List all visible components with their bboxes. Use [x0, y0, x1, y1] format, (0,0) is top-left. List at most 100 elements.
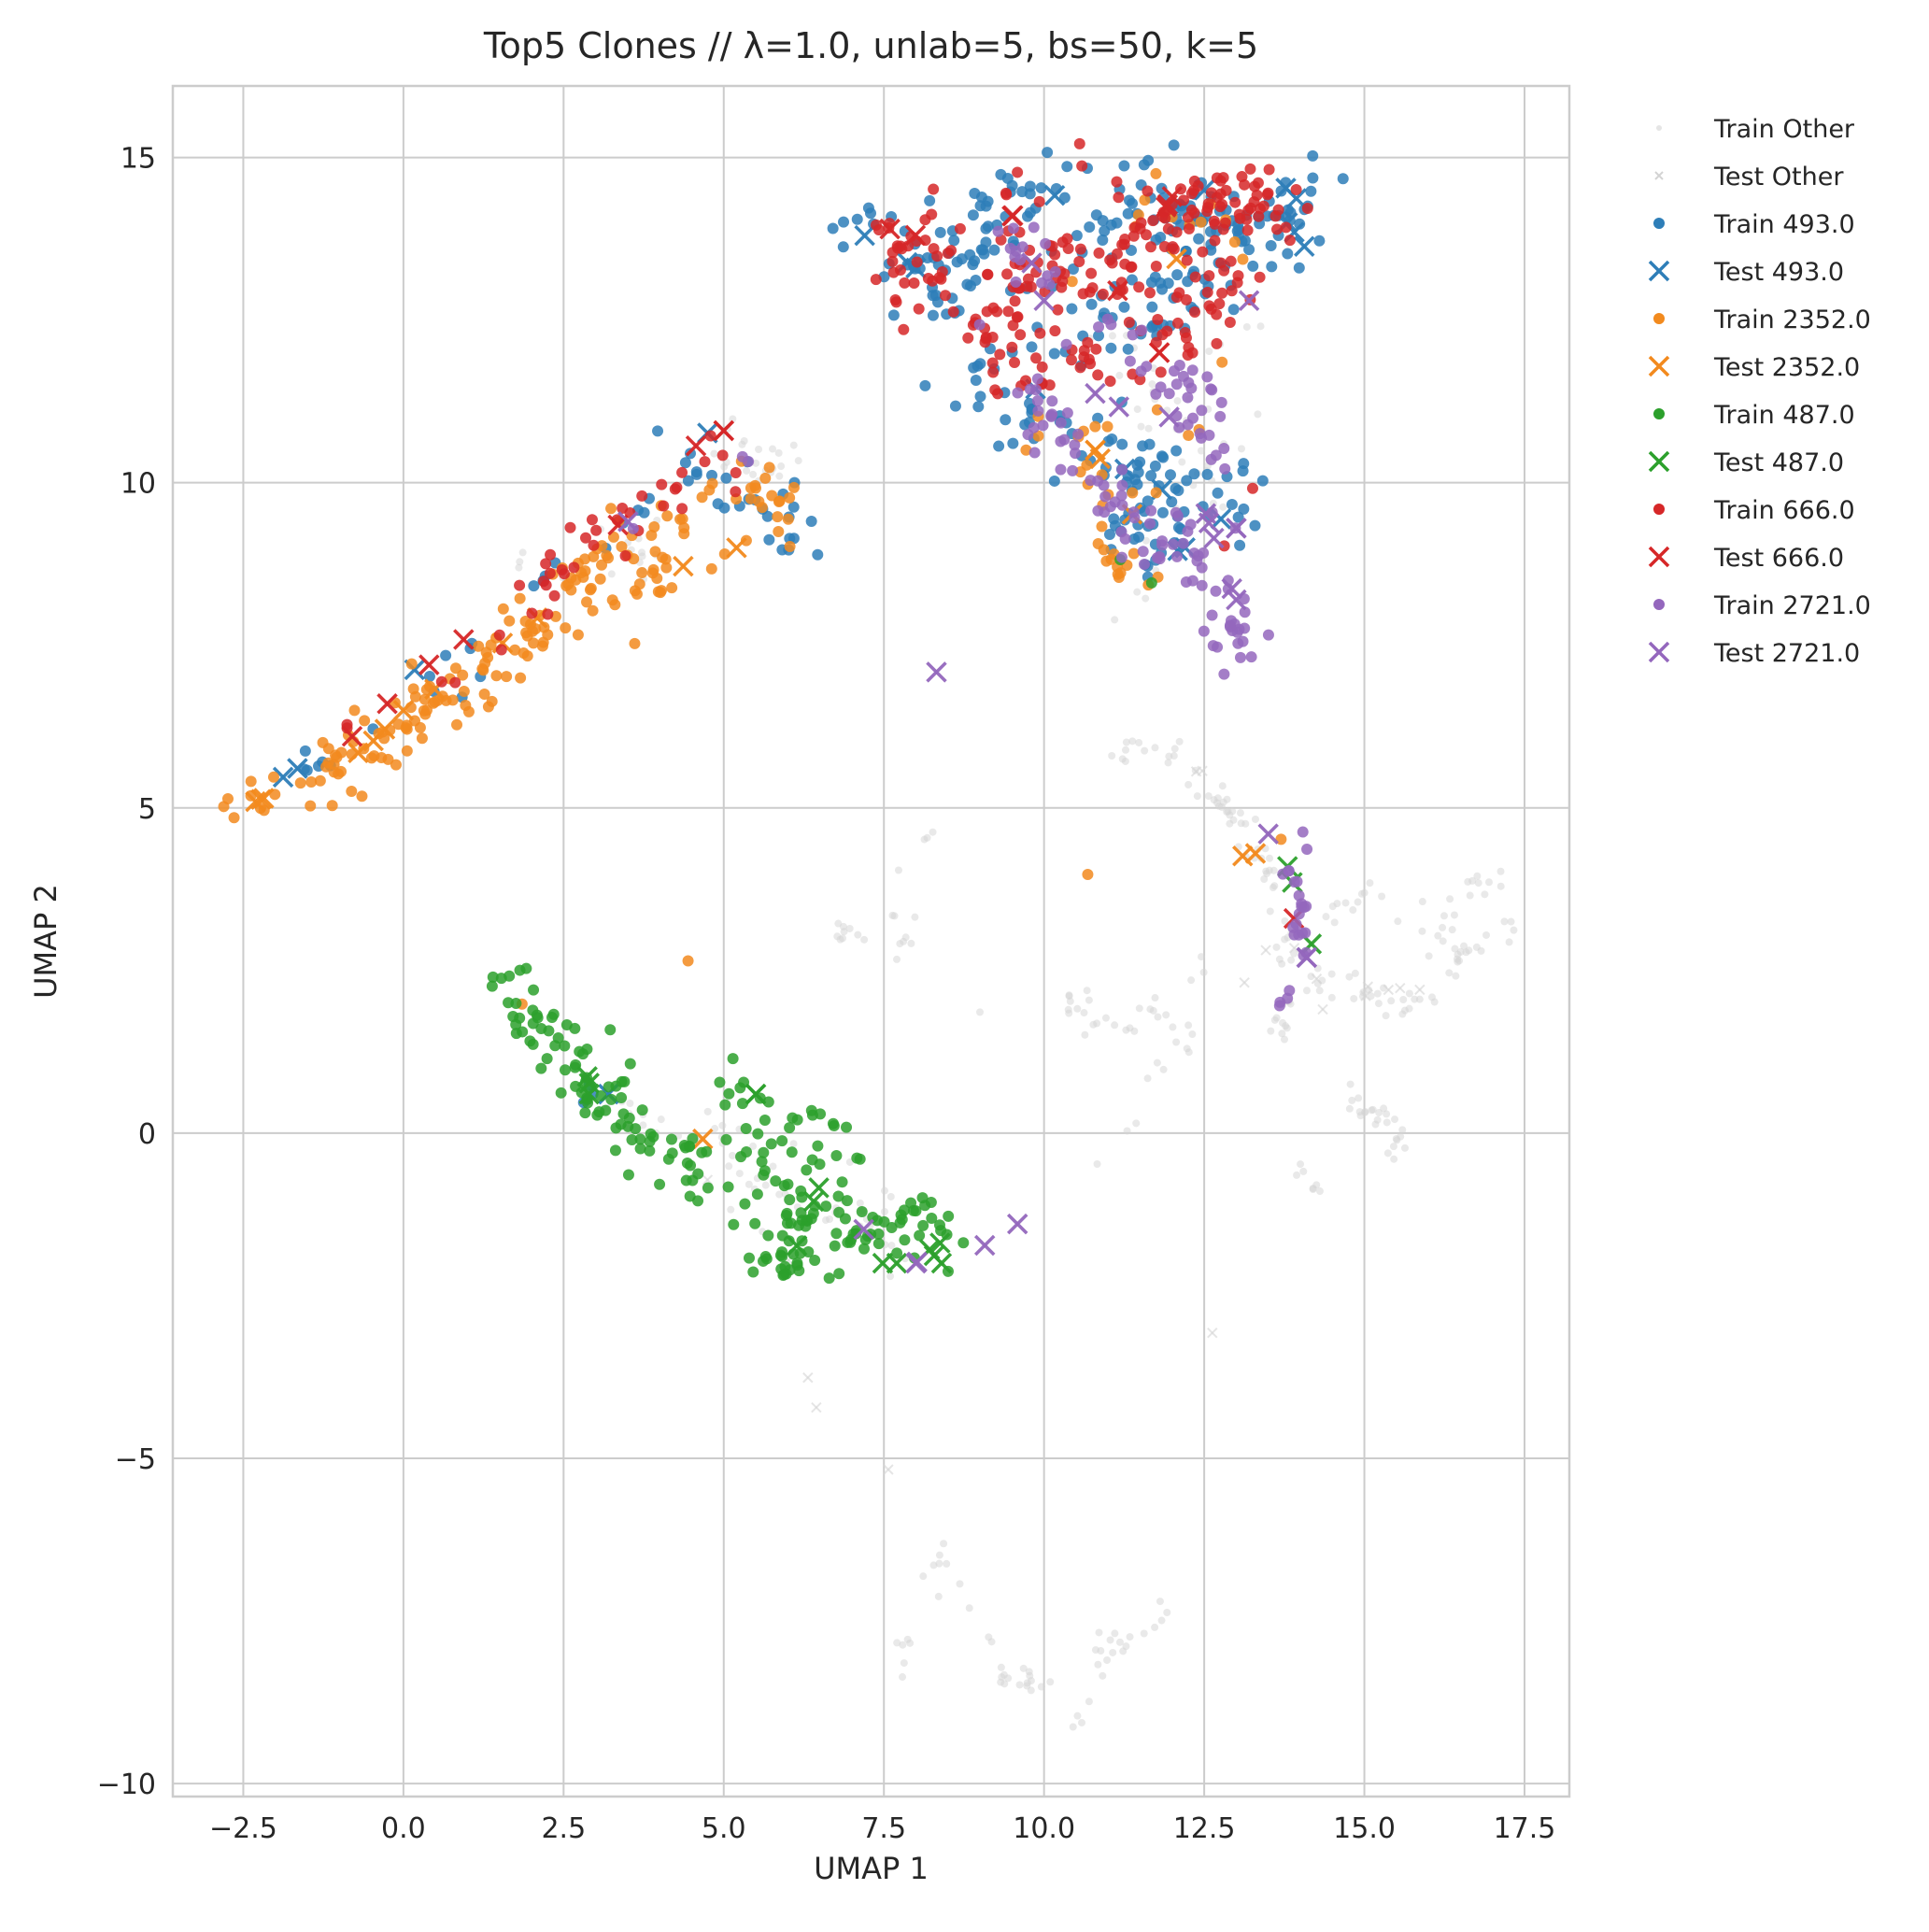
point-train-other	[1272, 943, 1281, 951]
point-train-other	[1188, 1030, 1197, 1039]
point-train-other	[1198, 953, 1206, 961]
point-train-2352-0	[305, 800, 317, 812]
point-train-other	[1322, 913, 1330, 921]
chart-title: Top5 Clones // λ=1.0, unlab=5, bs=50, k=…	[483, 25, 1258, 66]
point-train-666-0	[995, 234, 1007, 246]
point-train-666-0	[1049, 325, 1061, 337]
point-train-666-0	[1216, 287, 1228, 299]
point-train-487-0	[758, 1146, 770, 1158]
point-train-2721-0	[1218, 668, 1230, 680]
point-train-487-0	[859, 1233, 872, 1245]
point-train-487-0	[935, 1225, 947, 1237]
point-test-666-0	[453, 629, 475, 650]
point-train-2352-0	[646, 567, 659, 579]
point-train-493-0	[1168, 139, 1180, 151]
point-train-other	[1302, 987, 1311, 995]
point-train-487-0	[634, 1133, 646, 1145]
point-train-other	[1346, 1080, 1355, 1088]
point-train-487-0	[528, 984, 540, 996]
point-test-other	[1311, 973, 1323, 985]
point-train-487-0	[617, 1108, 630, 1120]
point-train-666-0	[1128, 230, 1140, 242]
point-train-666-0	[1076, 160, 1088, 172]
point-train-666-0	[947, 305, 959, 318]
point-train-other	[1481, 890, 1489, 899]
point-test-666-0	[418, 654, 440, 675]
point-train-other	[1266, 907, 1274, 916]
point-train-2352-0	[594, 573, 606, 585]
x-marker-stroke	[802, 1371, 814, 1384]
point-train-666-0	[1093, 247, 1105, 259]
point-train-other	[1345, 973, 1354, 981]
point-train-other	[1219, 503, 1227, 511]
point-train-2721-0	[1196, 579, 1208, 591]
point-train-487-0	[644, 1144, 656, 1157]
point-train-666-0	[1170, 226, 1183, 238]
point-train-487-0	[714, 1076, 726, 1088]
point-train-487-0	[751, 1188, 763, 1200]
point-train-666-0	[564, 521, 576, 533]
point-test-2352-0	[362, 730, 384, 752]
x-axis-label: UMAP 1	[814, 1851, 929, 1886]
point-train-666-0	[1002, 305, 1014, 318]
point-train-666-0	[676, 503, 688, 515]
point-train-other	[836, 935, 844, 944]
x-tick-label: 12.5	[1173, 1812, 1236, 1845]
point-train-other	[794, 457, 802, 465]
point-test-666-0	[341, 725, 363, 747]
point-train-other	[1223, 807, 1231, 816]
point-test-493-0	[287, 758, 308, 779]
point-train-other	[1149, 1006, 1157, 1015]
point-train-493-0	[720, 472, 732, 484]
legend-marker	[1648, 355, 1670, 377]
point-train-other	[1468, 876, 1477, 885]
point-train-other	[1109, 1648, 1117, 1656]
point-train-other	[1451, 945, 1459, 953]
x-marker-stroke	[811, 1401, 822, 1413]
point-train-2352-0	[401, 723, 413, 735]
point-train-other	[1473, 872, 1482, 880]
point-train-other	[1411, 995, 1419, 1003]
point-train-2352-0	[1139, 194, 1151, 206]
x-marker-stroke	[879, 218, 901, 240]
point-train-2721-0	[1282, 992, 1294, 1004]
point-train-666-0	[1234, 212, 1246, 224]
point-train-2352-0	[636, 567, 648, 579]
point-train-487-0	[899, 1234, 911, 1246]
point-train-666-0	[1224, 317, 1236, 329]
point-train-2352-0	[365, 752, 377, 764]
point-train-666-0	[545, 548, 557, 561]
point-train-other	[1389, 1143, 1397, 1151]
point-test-other	[1414, 984, 1425, 996]
point-train-other	[1315, 1187, 1324, 1196]
point-train-493-0	[1122, 343, 1134, 355]
point-train-2721-0	[1198, 625, 1210, 637]
point-test-2721-0	[853, 1218, 874, 1241]
point-train-other	[1265, 866, 1273, 874]
legend-label: Test 2721.0	[1713, 639, 1860, 668]
point-train-666-0	[1033, 195, 1045, 207]
point-train-2352-0	[763, 462, 775, 474]
point-train-other	[1254, 410, 1262, 419]
point-train-2721-0	[1115, 551, 1128, 563]
point-train-493-0	[1305, 185, 1317, 197]
point-train-487-0	[898, 1204, 910, 1216]
y-tick-label: 0	[138, 1118, 156, 1151]
point-train-666-0	[1246, 482, 1258, 494]
point-train-666-0	[1161, 325, 1173, 337]
point-test-other	[1197, 765, 1208, 776]
point-test-487-0	[886, 1252, 908, 1274]
point-train-2721-0	[1145, 504, 1157, 517]
point-train-2352-0	[457, 669, 469, 681]
point-train-666-0	[514, 579, 526, 591]
point-train-487-0	[807, 1207, 819, 1219]
point-train-other	[1069, 1723, 1077, 1731]
point-train-493-0	[690, 468, 702, 480]
point-train-493-0	[1238, 503, 1250, 515]
point-train-other	[1115, 1638, 1124, 1646]
point-train-666-0	[1244, 163, 1256, 175]
point-train-666-0	[1150, 261, 1162, 273]
point-train-other	[1482, 930, 1491, 939]
point-train-other	[1199, 968, 1208, 976]
point-train-487-0	[510, 1018, 522, 1030]
